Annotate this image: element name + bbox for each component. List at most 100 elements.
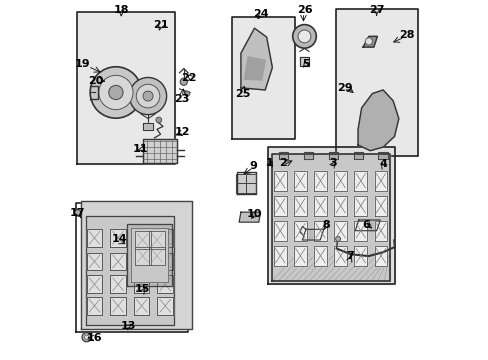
Text: 3: 3 (328, 158, 336, 168)
Polygon shape (299, 58, 308, 66)
Circle shape (108, 85, 123, 100)
Text: 8: 8 (322, 220, 329, 230)
Polygon shape (131, 228, 168, 282)
Circle shape (156, 117, 162, 123)
Text: 16: 16 (86, 333, 102, 343)
Text: 21: 21 (152, 19, 168, 30)
Circle shape (298, 30, 310, 43)
Polygon shape (110, 275, 125, 293)
Circle shape (335, 237, 340, 242)
Polygon shape (142, 123, 153, 130)
Circle shape (180, 78, 187, 85)
Text: 11: 11 (133, 144, 148, 154)
Polygon shape (231, 18, 294, 139)
Polygon shape (149, 247, 164, 265)
Circle shape (129, 77, 166, 114)
Polygon shape (134, 252, 149, 270)
Polygon shape (273, 221, 286, 241)
Text: 14: 14 (111, 234, 127, 244)
Circle shape (184, 91, 189, 96)
Polygon shape (135, 231, 150, 249)
Polygon shape (110, 297, 125, 315)
Polygon shape (134, 229, 149, 247)
Text: 25: 25 (235, 89, 250, 99)
Circle shape (90, 67, 142, 118)
Polygon shape (86, 275, 102, 293)
Polygon shape (354, 220, 380, 231)
Text: 17: 17 (70, 208, 85, 218)
Text: 15: 15 (135, 284, 150, 294)
Polygon shape (279, 152, 288, 159)
Polygon shape (273, 171, 286, 191)
Polygon shape (86, 297, 102, 315)
Polygon shape (354, 171, 366, 191)
Polygon shape (85, 216, 174, 325)
Polygon shape (110, 229, 125, 247)
Polygon shape (86, 252, 102, 270)
Polygon shape (157, 229, 173, 247)
Polygon shape (374, 196, 386, 216)
Polygon shape (293, 171, 306, 191)
Circle shape (82, 333, 91, 342)
Polygon shape (353, 152, 362, 159)
Circle shape (143, 91, 153, 101)
Text: 1: 1 (265, 158, 273, 168)
Text: 27: 27 (368, 5, 384, 15)
Polygon shape (334, 246, 346, 266)
Polygon shape (267, 147, 394, 284)
Polygon shape (110, 252, 125, 270)
Polygon shape (142, 139, 176, 163)
Text: 5: 5 (302, 59, 309, 69)
Polygon shape (374, 246, 386, 266)
Polygon shape (302, 229, 323, 240)
Polygon shape (272, 154, 389, 281)
Polygon shape (241, 28, 272, 90)
Polygon shape (354, 221, 366, 241)
Text: 20: 20 (88, 76, 104, 86)
Polygon shape (157, 275, 173, 293)
Polygon shape (273, 196, 286, 216)
Circle shape (74, 210, 81, 216)
Text: 29: 29 (336, 83, 352, 93)
Polygon shape (86, 229, 102, 247)
Circle shape (365, 38, 372, 45)
Polygon shape (239, 212, 260, 222)
Text: 9: 9 (249, 161, 257, 171)
Polygon shape (81, 202, 192, 329)
Text: 18: 18 (113, 5, 129, 15)
Polygon shape (77, 12, 175, 164)
Text: 22: 22 (181, 73, 197, 83)
Polygon shape (363, 36, 377, 47)
Text: 12: 12 (174, 127, 189, 137)
Polygon shape (273, 246, 286, 266)
Text: 6: 6 (361, 220, 369, 230)
Text: 2: 2 (279, 158, 286, 168)
Polygon shape (334, 196, 346, 216)
Polygon shape (354, 246, 366, 266)
Circle shape (84, 335, 88, 339)
Polygon shape (134, 275, 149, 293)
Polygon shape (357, 90, 398, 151)
Polygon shape (246, 174, 255, 183)
Polygon shape (246, 183, 255, 193)
Text: 26: 26 (296, 5, 312, 15)
Text: 13: 13 (121, 321, 136, 332)
Polygon shape (374, 221, 386, 241)
Polygon shape (157, 297, 173, 315)
Polygon shape (76, 203, 188, 332)
Polygon shape (354, 196, 366, 216)
Polygon shape (335, 9, 418, 156)
Text: 4: 4 (378, 159, 386, 169)
Polygon shape (374, 171, 386, 191)
Polygon shape (126, 224, 172, 287)
Polygon shape (236, 174, 245, 183)
Polygon shape (293, 196, 306, 216)
Text: 10: 10 (246, 209, 262, 219)
Polygon shape (293, 221, 306, 241)
Text: 19: 19 (75, 59, 90, 69)
Text: 28: 28 (399, 30, 414, 40)
Text: 7: 7 (346, 251, 353, 261)
Polygon shape (244, 57, 264, 80)
Polygon shape (157, 252, 173, 270)
Polygon shape (304, 152, 313, 159)
